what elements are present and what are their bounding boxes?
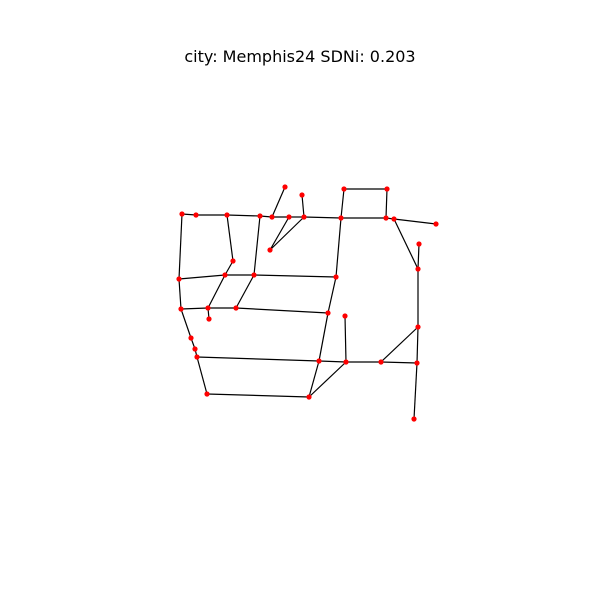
graph-edge bbox=[308, 361, 347, 398]
graph-edge bbox=[301, 194, 305, 218]
graph-node bbox=[416, 241, 422, 247]
graph-edge bbox=[335, 217, 342, 278]
graph-edge bbox=[235, 307, 329, 314]
graph-node bbox=[194, 354, 200, 360]
graph-node bbox=[269, 214, 275, 220]
graph-edge bbox=[269, 216, 305, 251]
edge-layer bbox=[178, 186, 437, 420]
graph-node bbox=[415, 324, 421, 330]
graph-edge bbox=[380, 361, 418, 364]
graph-edge bbox=[271, 186, 286, 218]
graph-node bbox=[299, 192, 305, 198]
graph-node bbox=[415, 266, 421, 272]
graph-edge bbox=[253, 215, 261, 276]
graph-node bbox=[391, 216, 397, 222]
graph-edge bbox=[327, 276, 337, 314]
graph-edge bbox=[393, 218, 419, 270]
node-layer bbox=[176, 184, 439, 422]
graph-node bbox=[316, 358, 322, 364]
graph-node bbox=[414, 360, 420, 366]
graph-edge bbox=[180, 308, 192, 339]
graph-edge bbox=[196, 356, 208, 395]
graph-edge bbox=[178, 213, 183, 280]
graph-node bbox=[286, 214, 292, 220]
graph-edge bbox=[226, 214, 234, 262]
graph-edge bbox=[416, 326, 419, 364]
graph-node bbox=[205, 305, 211, 311]
graph-node bbox=[378, 359, 384, 365]
graph-node bbox=[188, 335, 194, 341]
graph-edge bbox=[340, 188, 345, 219]
graph-edge bbox=[393, 218, 437, 225]
graph-edge bbox=[303, 216, 342, 219]
graph-edge bbox=[253, 274, 337, 278]
graph-node bbox=[267, 247, 273, 253]
graph-node bbox=[193, 212, 199, 218]
graph-node bbox=[333, 274, 339, 280]
graph-edge bbox=[308, 360, 320, 398]
graph-node bbox=[178, 306, 184, 312]
graph-node bbox=[411, 416, 417, 422]
graph-node bbox=[343, 359, 349, 365]
graph-node bbox=[257, 213, 263, 219]
graph-edge bbox=[385, 188, 388, 219]
graph-node bbox=[224, 212, 230, 218]
graph-node bbox=[282, 184, 288, 190]
graph-node bbox=[301, 214, 307, 220]
graph-edge bbox=[413, 362, 418, 420]
graph-node bbox=[341, 186, 347, 192]
graph-edge bbox=[226, 214, 261, 217]
graph-edge bbox=[196, 356, 320, 362]
graph-edge bbox=[269, 216, 290, 251]
graph-edge bbox=[344, 315, 347, 363]
graph-node bbox=[342, 313, 348, 319]
graph-node bbox=[204, 391, 210, 397]
graph-node bbox=[176, 276, 182, 282]
graph-edge bbox=[207, 274, 226, 309]
graph-node bbox=[325, 310, 331, 316]
graph-edge bbox=[206, 393, 310, 398]
graph-node bbox=[233, 305, 239, 311]
graph-edge bbox=[180, 307, 209, 310]
graph-node bbox=[230, 258, 236, 264]
graph-edge bbox=[417, 243, 420, 270]
graph-edge bbox=[178, 274, 226, 280]
graph-node bbox=[251, 272, 257, 278]
graph-node bbox=[206, 316, 212, 322]
figure-title: city: Memphis24 SDNi: 0.203 bbox=[184, 47, 416, 66]
graph-node bbox=[338, 215, 344, 221]
graph-edge bbox=[318, 360, 347, 363]
graph-node bbox=[179, 211, 185, 217]
graph-edge bbox=[178, 278, 182, 310]
graph-edge bbox=[380, 326, 419, 363]
graph-edge bbox=[318, 312, 329, 362]
graph-node bbox=[192, 346, 198, 352]
graph-node bbox=[383, 215, 389, 221]
graph-edge bbox=[235, 274, 255, 309]
graph-node bbox=[433, 221, 439, 227]
graph-node bbox=[222, 272, 228, 278]
graph-node bbox=[306, 394, 312, 400]
graph-node bbox=[384, 186, 390, 192]
graph-edge bbox=[224, 260, 234, 276]
